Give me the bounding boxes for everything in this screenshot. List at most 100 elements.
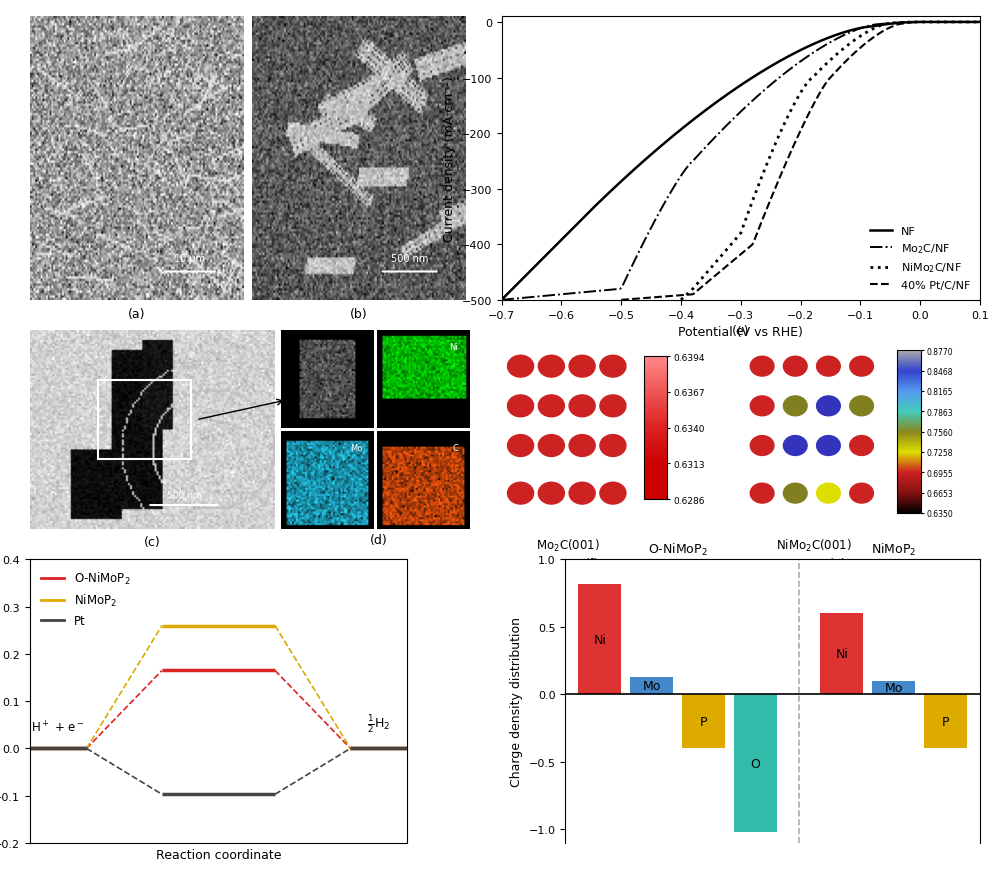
Text: (b): (b) [350, 308, 367, 321]
NF [497, 294, 509, 304]
Line: NiMo$_2$C/NF: NiMo$_2$C/NF [681, 23, 980, 301]
Legend: NF, Mo$_2$C/NF, NiMo$_2$C/NF, 40% Pt/C/NF: NF, Mo$_2$C/NF, NiMo$_2$C/NF, 40% Pt/C/N… [865, 222, 974, 295]
40% Pt/C/NF [974, 17, 986, 28]
Mo$_2$C/NF [974, 17, 986, 28]
NF [974, 17, 986, 28]
Text: O: O [750, 757, 760, 770]
Circle shape [817, 357, 840, 376]
Text: P: P [700, 715, 707, 728]
Bar [734, 694, 777, 833]
40% Pt/C/NF [829, 69, 841, 79]
Text: P: P [942, 715, 949, 728]
Circle shape [600, 355, 626, 378]
Text: C: C [452, 443, 458, 453]
Circle shape [569, 355, 595, 378]
Circle shape [850, 396, 873, 416]
40% Pt/C/NF [616, 295, 628, 306]
Circle shape [783, 436, 807, 456]
Bar [98, 381, 191, 460]
NF [788, 49, 800, 59]
NiMo$_2$C/NF [852, 33, 864, 43]
40% Pt/C/NF [915, 17, 927, 28]
Text: H$^+$ + e$^-$: H$^+$ + e$^-$ [31, 720, 85, 734]
Text: Mo: Mo [350, 443, 363, 453]
Text: Mo$_2$C(001): Mo$_2$C(001) [536, 537, 600, 554]
Line: Mo$_2$C/NF: Mo$_2$C/NF [502, 23, 980, 301]
Circle shape [817, 484, 840, 503]
Mo$_2$C/NF [899, 18, 911, 29]
Circle shape [850, 436, 873, 456]
Bar [924, 694, 967, 748]
Circle shape [600, 435, 626, 457]
NiMo$_2$C/NF [858, 30, 870, 40]
Y-axis label: Charge density distribution: Charge density distribution [510, 616, 523, 786]
Bar [682, 694, 725, 748]
40% Pt/C/NF [828, 70, 840, 80]
Circle shape [750, 484, 774, 503]
Mo$_2$C/NF [497, 295, 509, 306]
NF [496, 295, 508, 306]
NiMo$_2$C/NF [915, 17, 927, 28]
NiMo$_2$C/NF [675, 295, 687, 306]
Text: 500 nm: 500 nm [167, 490, 201, 500]
Circle shape [783, 357, 807, 376]
Bar [872, 681, 915, 694]
Text: (a): (a) [128, 308, 145, 321]
Text: Ni: Ni [449, 342, 458, 352]
Text: (e): (e) [732, 324, 750, 337]
X-axis label: Reaction coordinate: Reaction coordinate [156, 848, 281, 861]
Text: NiMoP$_2$: NiMoP$_2$ [871, 541, 916, 557]
40% Pt/C/NF [615, 295, 627, 306]
Bar [578, 584, 621, 694]
Circle shape [508, 355, 534, 378]
Text: Ni: Ni [593, 633, 606, 646]
Text: Ni: Ni [835, 647, 848, 660]
Circle shape [569, 435, 595, 457]
NF [780, 53, 792, 63]
Text: 10 μm: 10 μm [174, 254, 205, 263]
Y-axis label: Current density (mA·cm⁻²): Current density (mA·cm⁻²) [443, 76, 456, 242]
Circle shape [750, 396, 774, 416]
Text: NiMo$_2$C(001): NiMo$_2$C(001) [776, 537, 852, 554]
NF [931, 17, 943, 28]
Bar [630, 677, 673, 694]
Circle shape [538, 435, 564, 457]
Circle shape [783, 484, 807, 503]
Circle shape [850, 357, 873, 376]
Text: (f): (f) [584, 557, 599, 570]
Text: (c): (c) [144, 535, 161, 548]
Mo$_2$C/NF [779, 69, 791, 79]
Legend: O-NiMoP$_2$, NiMoP$_2$, Pt: O-NiMoP$_2$, NiMoP$_2$, Pt [36, 566, 135, 632]
X-axis label: Potential (V vs RHE): Potential (V vs RHE) [678, 326, 803, 339]
NiMo$_2$C/NF [676, 295, 688, 305]
NF [779, 54, 791, 64]
Circle shape [850, 484, 873, 503]
Circle shape [600, 482, 626, 505]
NiMo$_2$C/NF [947, 17, 959, 28]
Line: NF: NF [502, 23, 980, 301]
Circle shape [508, 395, 534, 417]
Text: 500 nm: 500 nm [391, 254, 428, 263]
Circle shape [538, 395, 564, 417]
Circle shape [750, 357, 774, 376]
Circle shape [817, 396, 840, 416]
Mo$_2$C/NF [788, 62, 800, 72]
Text: (d): (d) [370, 533, 387, 546]
NiMo$_2$C/NF [928, 17, 940, 28]
Mo$_2$C/NF [931, 17, 943, 28]
NiMo$_2$C/NF [853, 33, 865, 43]
Circle shape [817, 436, 840, 456]
NF [899, 18, 911, 29]
Text: O-NiMoP$_2$: O-NiMoP$_2$ [648, 541, 708, 557]
Text: (g): (g) [829, 557, 847, 570]
Circle shape [569, 482, 595, 505]
Circle shape [538, 482, 564, 505]
Circle shape [569, 395, 595, 417]
Mo$_2$C/NF [915, 17, 927, 28]
Circle shape [508, 435, 534, 457]
Text: $\frac{1}{2}$H$_2$: $\frac{1}{2}$H$_2$ [367, 713, 390, 734]
NiMo$_2$C/NF [974, 17, 986, 28]
Circle shape [750, 436, 774, 456]
NF [915, 17, 927, 28]
Text: Mo: Mo [884, 681, 903, 694]
